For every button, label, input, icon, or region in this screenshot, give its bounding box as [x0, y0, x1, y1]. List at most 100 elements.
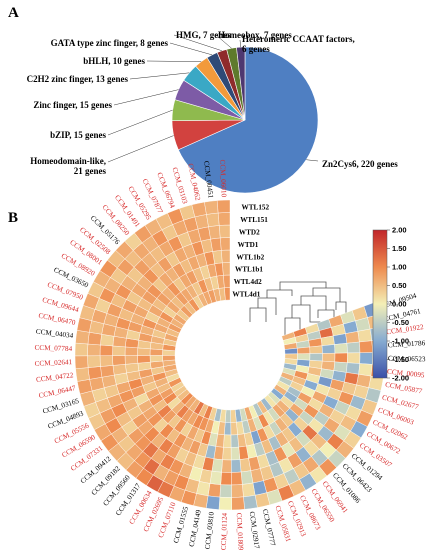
heatmap-cell	[345, 331, 360, 344]
heatmap-cell	[100, 365, 115, 378]
heatmap-cell	[231, 484, 244, 498]
heatmap-cell	[231, 471, 243, 486]
heatmap-cell	[230, 446, 241, 461]
dendrogram-branch	[266, 289, 293, 298]
panel-a-letter: A	[8, 5, 19, 21]
heatmap-cell	[243, 495, 258, 510]
heatmap-cell	[224, 287, 231, 301]
pie-label: C2H2 zinc finger, 13 genes	[27, 74, 129, 84]
colorbar-tick-label: 2.00	[392, 226, 407, 235]
heatmap-cell	[99, 355, 114, 367]
sample-labels: WTL152 WTL151 WTD2 WTD1 WTL1b2 WTL1b1 WTL4d2 WT…	[232, 204, 269, 299]
heatmap-cell	[224, 422, 232, 436]
heatmap-cell	[149, 355, 163, 363]
heatmap-cell	[204, 200, 219, 215]
heatmap-cell	[346, 341, 361, 354]
heatmap-cell	[207, 483, 221, 498]
heatmap-cell	[221, 459, 232, 473]
gene-label: CCM_04149	[188, 509, 203, 548]
pie-label: Zinc finger, 15 genes	[33, 100, 112, 110]
gene-label: CCM_01786	[387, 339, 425, 349]
heatmap-cell	[220, 471, 232, 486]
colorbar-ticks: 2.00 1.50 1.00 0.50 0.00 -0.50 -1.00 -1.50 -2.00	[387, 226, 409, 383]
pie-leader-line	[215, 34, 232, 49]
dendrogram	[249, 281, 347, 335]
colorbar-tick-label: 0.50	[392, 281, 407, 290]
heatmap-cell	[217, 212, 231, 226]
pie-leader-line	[113, 89, 179, 106]
heatmap-cell	[162, 355, 176, 362]
heatmap-cell	[210, 237, 222, 252]
sample-label: WTL1b1	[235, 266, 263, 274]
gene-label: CCM_06523	[388, 354, 426, 363]
pie-leader-line	[107, 109, 173, 136]
colorbar-tick-label: 0.00	[392, 300, 407, 309]
heatmap-cell	[359, 352, 373, 365]
heatmap-cell	[221, 249, 231, 264]
circular-heatmap	[74, 199, 386, 511]
dendrogram-branch	[300, 295, 327, 310]
pie-leader-line	[107, 135, 174, 163]
heatmap-cell	[223, 274, 231, 288]
heatmap-cell	[242, 482, 256, 498]
heatmap-cell	[205, 495, 221, 510]
pie-leader-line	[306, 159, 319, 162]
gene-label: CCM_07777	[261, 508, 277, 547]
pie-slice	[177, 46, 319, 194]
heatmap-cell	[112, 345, 126, 356]
sample-label: WTD2	[239, 228, 260, 236]
heatmap-cell	[208, 225, 221, 240]
heatmap-cell	[112, 364, 127, 376]
gene-label: CCM_07784	[34, 344, 72, 353]
heatmap-cell	[334, 343, 348, 354]
pie-leader-line	[173, 34, 222, 51]
heatmap-cell	[220, 237, 231, 251]
heatmap-cell	[347, 352, 361, 364]
heatmap-cell	[99, 344, 114, 356]
colorbar-tick-label: -1.50	[392, 355, 409, 364]
heatmap-cell	[219, 484, 232, 498]
heatmap-cell	[230, 421, 238, 436]
heatmap-cell	[231, 496, 245, 511]
heatmap-cell	[206, 212, 220, 228]
heatmap-cell	[218, 496, 232, 511]
heatmap-cell	[222, 447, 232, 461]
dendrogram-branch	[279, 281, 327, 290]
heatmap-cell	[296, 346, 311, 355]
gene-label: CCM_06447	[38, 384, 77, 400]
pie-leader-line	[146, 60, 202, 62]
colorbar-tick-label: 1.00	[392, 263, 407, 272]
heatmap-cell	[358, 363, 373, 377]
heatmap-cell	[87, 343, 101, 357]
heatmap-cell	[87, 355, 101, 368]
pie-leader-line	[129, 72, 190, 80]
gene-label: CCM_04722	[36, 371, 75, 384]
dendrogram-branch	[335, 301, 340, 310]
pie-label: Homeobox, 7 genes	[218, 30, 292, 40]
heatmap-cell	[87, 332, 102, 346]
dendrogram-branch	[284, 317, 301, 335]
heatmap-cell	[87, 366, 103, 380]
colorbar-tick-label: -2.00	[392, 374, 409, 383]
dendrogram-branch	[312, 287, 341, 302]
sample-label: WTL1b2	[236, 253, 264, 261]
heatmap-cell	[124, 355, 139, 365]
heatmap-cell	[334, 352, 348, 363]
heatmap-cell	[230, 459, 242, 473]
gene-label: CCM_03810	[204, 511, 216, 550]
dendrogram-branch	[249, 307, 267, 322]
heatmap-cell	[112, 355, 126, 366]
pie-label: bZIP, 15 genes	[50, 130, 106, 140]
heatmap-cell	[124, 346, 138, 356]
heatmap-cell	[297, 353, 311, 361]
colorbar-tick-label: -0.50	[392, 318, 409, 327]
gene-label: CCM_06470	[38, 312, 77, 327]
gene-label: CCM_01809	[235, 513, 245, 550]
heatmap-cell	[321, 344, 336, 354]
heatmap-cell	[75, 367, 90, 382]
heatmap-cell	[75, 330, 90, 345]
heatmap-cell	[240, 470, 254, 485]
heatmap-cell	[137, 355, 151, 364]
gene-label: CCM_02641	[34, 358, 72, 368]
colorbar-tick-label: 1.50	[392, 244, 407, 253]
